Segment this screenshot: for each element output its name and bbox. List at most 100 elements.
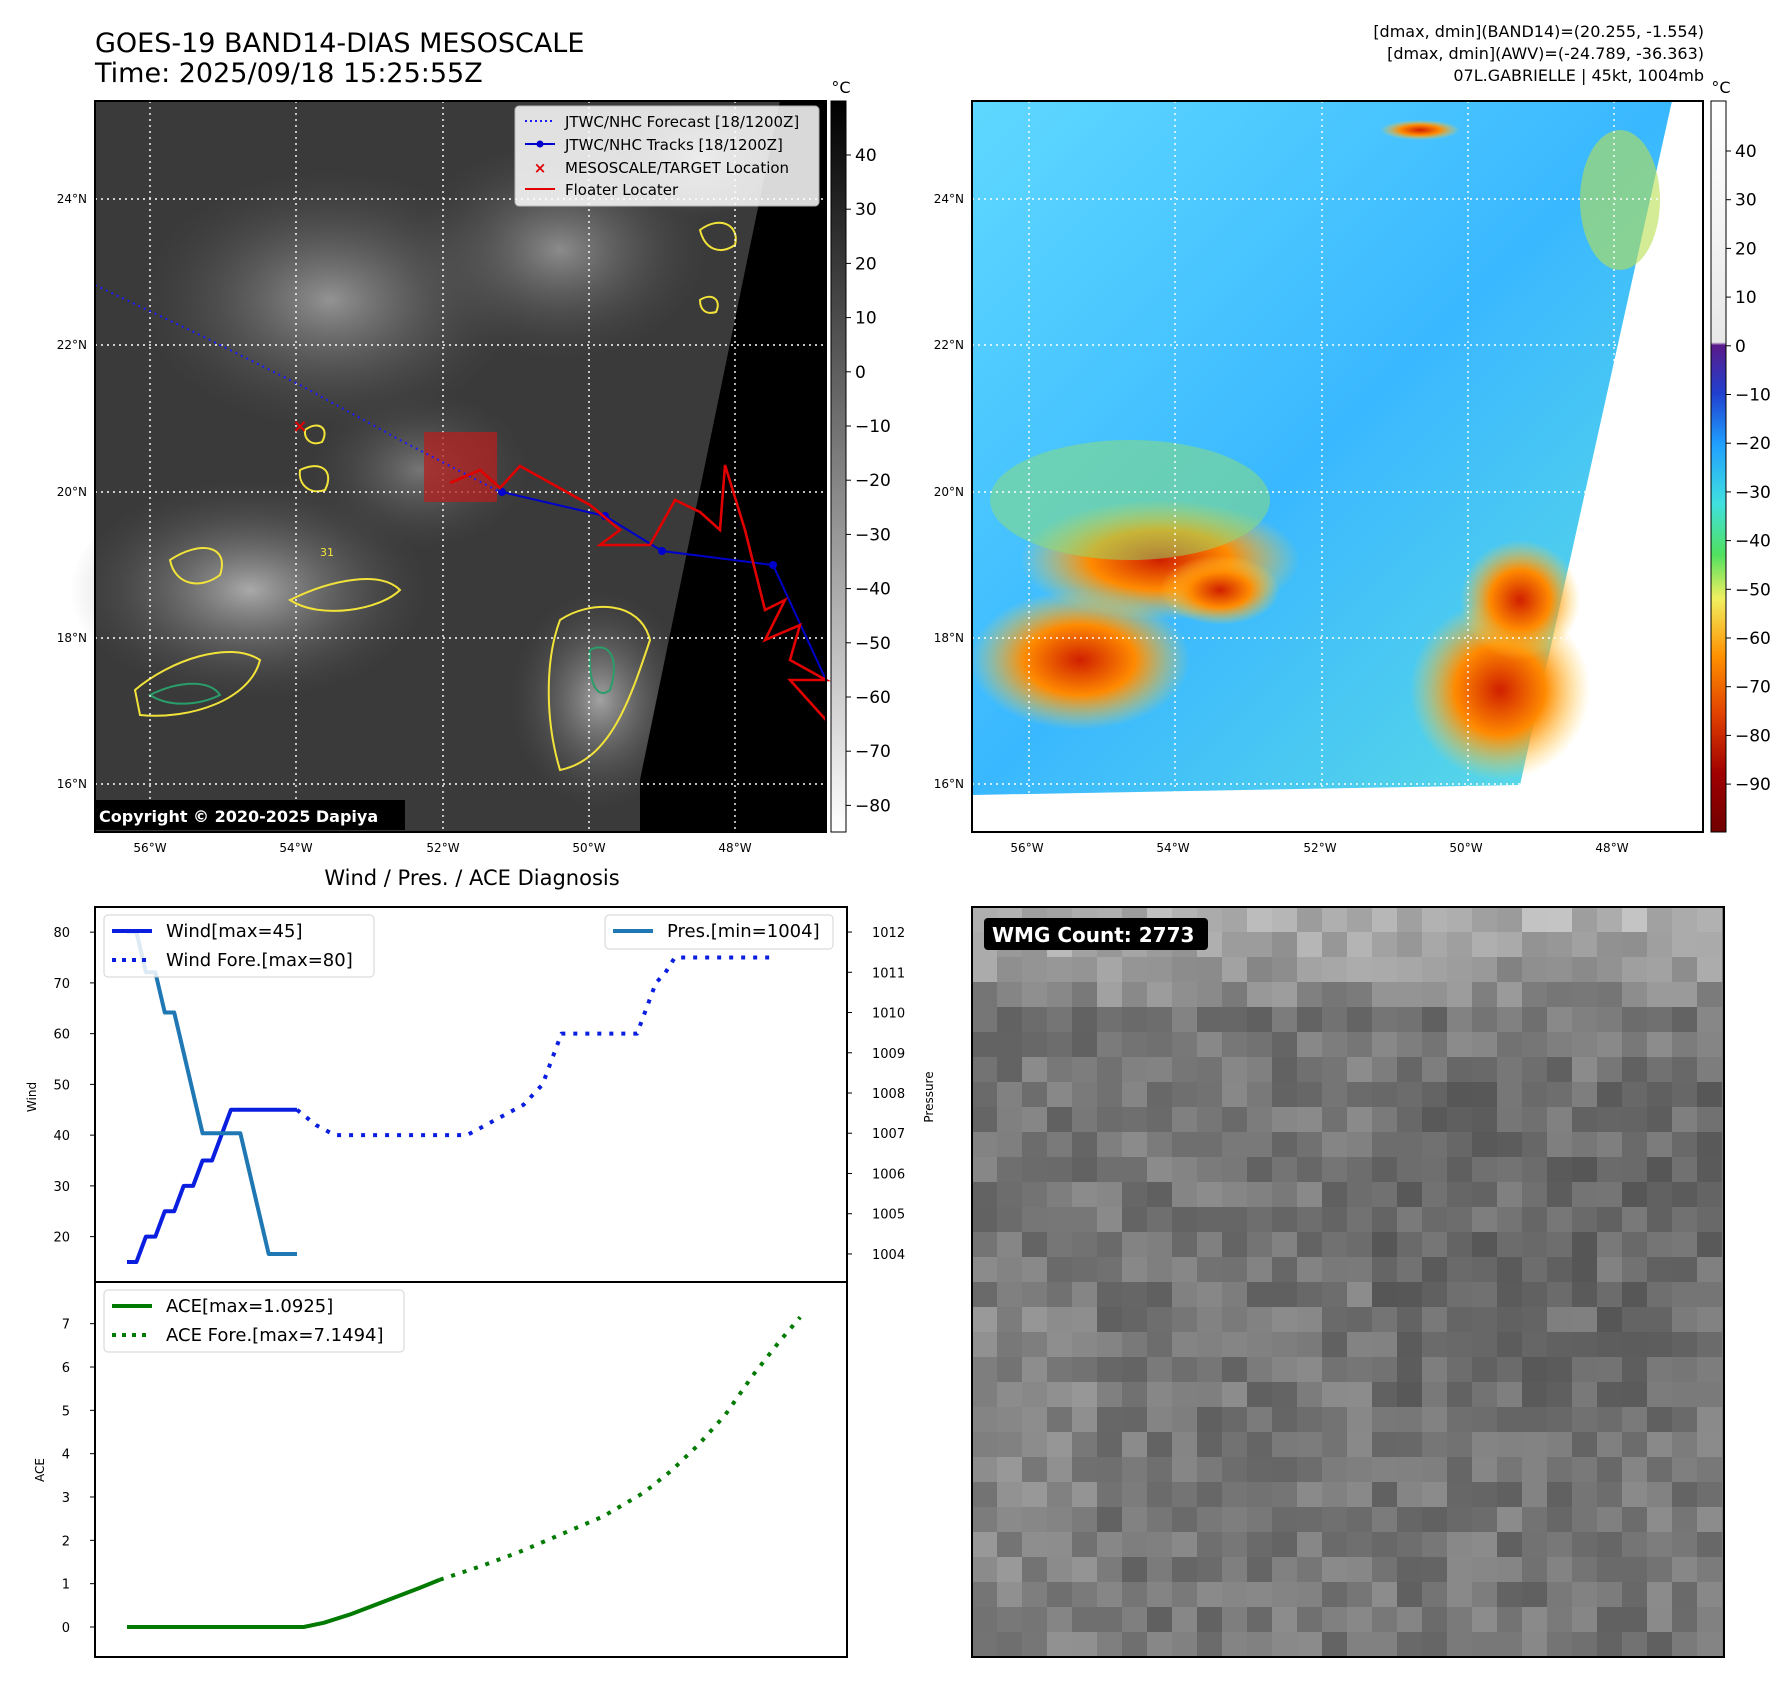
ace-legend: ACE[max=1.0925] ACE Fore.[max=7.1494] <box>103 1289 405 1353</box>
lat-label: 22°N <box>934 338 964 352</box>
ir-legend: JTWC/NHC Forecast [18/1200Z] JTWC/NHC Tr… <box>514 105 820 207</box>
legend-ace: ACE[max=1.0925] <box>166 1296 333 1317</box>
pressure-tick: 1008 <box>872 1087 905 1102</box>
lon-label: 54°W <box>1156 841 1189 855</box>
pressure-tick: 1004 <box>872 1248 905 1263</box>
ir-map: 31 × JTWC/ <box>70 100 832 833</box>
ir-cbar-tick: −20 <box>855 471 891 491</box>
ir-colorbar: °C <box>830 78 851 833</box>
awv-cbar-tick: 20 <box>1735 239 1757 259</box>
lon-label: 52°W <box>1303 841 1336 855</box>
pressure-tick: 1006 <box>872 1167 905 1182</box>
pressure-tick: 1012 <box>872 926 905 941</box>
ir-cbar-tick: 20 <box>855 254 877 274</box>
legend-ace-fore: ACE Fore.[max=7.1494] <box>166 1325 384 1346</box>
series-line <box>127 1107 297 1264</box>
ace-series <box>127 1315 802 1629</box>
svg-text:×: × <box>534 159 547 177</box>
awv-cbar-tick: −50 <box>1735 580 1771 600</box>
lat-label: 18°N <box>57 631 87 645</box>
copyright: Copyright © 2020-2025 Dapiya <box>99 807 378 826</box>
target-area <box>424 432 497 502</box>
wmg-panel: WMG Count: 2773 <box>971 906 1725 1658</box>
ir-cbar-tick: −10 <box>855 417 891 437</box>
ace-tick: 7 <box>62 1318 70 1333</box>
pressure-tick: 1011 <box>872 966 905 981</box>
band14-stats: [dmax, dmin](BAND14)=(20.255, -1.554) <box>1373 22 1704 41</box>
pressure-tick: 1010 <box>872 1007 905 1022</box>
contour-label: 31 <box>320 546 334 559</box>
pressure-legend: Pres.[min=1004] <box>604 914 834 950</box>
wind-ticks: 80 70 60 50 40 30 20 <box>53 926 95 1246</box>
wmg-count: WMG Count: 2773 <box>992 923 1194 947</box>
pressure-ticks: 1012 1011 1010 1009 1008 1007 1006 1005 1004 <box>847 926 905 1263</box>
wind-ylabel: Wind <box>25 1082 39 1112</box>
lat-label: 24°N <box>934 192 964 206</box>
ir-cbar-tick: 10 <box>855 309 877 329</box>
wind-tick: 60 <box>53 1028 70 1043</box>
awv-unit: °C <box>1711 78 1730 97</box>
ir-cbar-tick: 0 <box>855 363 866 383</box>
storm-info: 07L.GABRIELLE | 45kt, 1004mb <box>1453 66 1704 85</box>
lon-label: 56°W <box>133 841 166 855</box>
ace-tick: 1 <box>62 1578 70 1593</box>
series-line <box>295 955 770 1138</box>
legend-wind-fore: Wind Fore.[max=80] <box>166 950 353 971</box>
legend-tracks: JTWC/NHC Tracks [18/1200Z] <box>564 136 783 154</box>
awv-cbar-tick: −60 <box>1735 629 1771 649</box>
legend-floater: Floater Locater <box>565 181 679 199</box>
wind-tick: 30 <box>53 1180 70 1195</box>
lon-label: 50°W <box>572 841 605 855</box>
wind-tick: 80 <box>53 926 70 941</box>
lon-label: 56°W <box>1010 841 1043 855</box>
ir-cbar-tick: −50 <box>855 634 891 654</box>
wind-legend: Wind[max=45] Wind Fore.[max=80] <box>103 914 375 978</box>
lon-label: 52°W <box>426 841 459 855</box>
ir-unit: °C <box>831 78 850 97</box>
awv-cbar-tick: −40 <box>1735 532 1771 552</box>
legend-wind: Wind[max=45] <box>166 921 303 942</box>
lat-label: 16°N <box>57 777 87 791</box>
ir-lat-labels: 24°N 22°N 20°N 18°N 16°N <box>57 192 87 791</box>
awv-cbar-tick: −30 <box>1735 483 1771 503</box>
wind-tick: 70 <box>53 977 70 992</box>
awv-cbar-tick: −80 <box>1735 726 1771 746</box>
awv-map <box>970 100 1704 833</box>
awv-cbar-tick: −90 <box>1735 775 1771 795</box>
pressure-tick: 1005 <box>872 1208 905 1223</box>
ir-cbar-tick: −80 <box>855 796 891 816</box>
ir-cbar-tick: 40 <box>855 146 877 166</box>
legend-target: MESOSCALE/TARGET Location <box>565 159 789 177</box>
ace-tick: 6 <box>62 1361 70 1376</box>
awv-colorbar: °C <box>1710 78 1731 833</box>
ace-line <box>127 1577 441 1629</box>
lat-label: 24°N <box>57 192 87 206</box>
awv-lon-labels: 56°W 54°W 52°W 50°W 48°W <box>1010 841 1628 855</box>
ir-grid <box>95 101 826 832</box>
ace-tick: 2 <box>62 1534 70 1549</box>
awv-stats: [dmax, dmin](AWV)=(-24.789, -36.363) <box>1387 44 1704 63</box>
awv-cbar-tick: −10 <box>1735 386 1771 406</box>
cloud-contours <box>133 221 737 772</box>
ir-cbar-tick: −60 <box>855 688 891 708</box>
wind-tick: 40 <box>53 1129 70 1144</box>
lon-label: 48°W <box>718 841 751 855</box>
ir-lon-labels: 56°W 54°W 52°W 50°W 48°W <box>133 841 751 855</box>
pressure-tick: 1007 <box>872 1127 905 1142</box>
ace-tick: 3 <box>62 1491 70 1506</box>
awv-cbar-tick: 30 <box>1735 191 1757 211</box>
ace-tick: 5 <box>62 1404 70 1419</box>
wind-tick: 20 <box>53 1231 70 1246</box>
map-time: Time: 2025/09/18 15:25:55Z <box>95 58 483 89</box>
track-points <box>498 488 777 569</box>
map-title: GOES-19 BAND14-DIAS MESOSCALE <box>95 28 585 59</box>
lat-label: 18°N <box>934 631 964 645</box>
ace-ticks: 7 6 5 4 3 2 1 0 <box>62 1318 95 1636</box>
ir-cbar-tick: −70 <box>855 742 891 762</box>
awv-cbar-tick: −20 <box>1735 434 1771 454</box>
ace-tick: 0 <box>62 1621 70 1636</box>
cold-contours <box>147 646 615 705</box>
ir-colorbar-ticks: 40 30 20 10 0 −10 −20 −30 −40 −50 −60 −70 −80 <box>846 146 891 816</box>
ace-ylabel: ACE <box>33 1458 47 1482</box>
